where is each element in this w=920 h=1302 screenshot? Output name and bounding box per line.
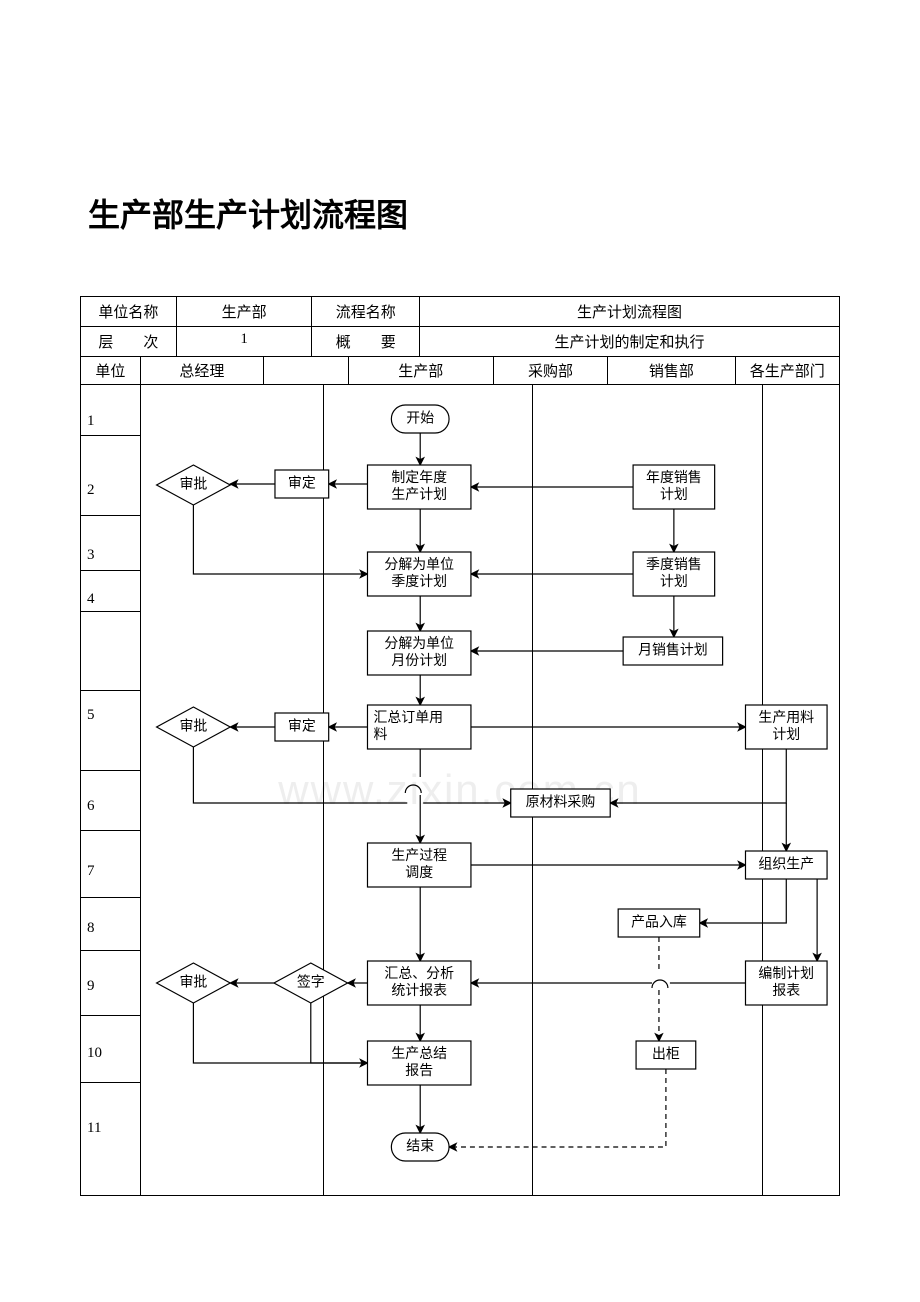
row-divider	[81, 770, 140, 771]
lane-header: 生产部	[349, 357, 494, 384]
row-label: 1	[87, 413, 95, 430]
row-divider	[81, 897, 140, 898]
row-divider	[81, 515, 140, 516]
header-cell: 流程名称	[312, 297, 420, 326]
header-cell: 单位名称	[81, 297, 177, 326]
row-divider	[81, 1082, 140, 1083]
node-label: 生产过程	[391, 848, 447, 864]
lane-headers: 单位总经理 生产部采购部销售部各生产部门	[81, 357, 839, 385]
node-label: 统计报表	[391, 983, 447, 999]
lane-header: 采购部	[494, 357, 608, 384]
node-label: 报告	[405, 1063, 433, 1079]
header-cell: 1	[177, 327, 313, 356]
lane-header: 各生产部门	[736, 357, 839, 384]
node-label: 汇总订单用	[373, 710, 443, 726]
node-start: 开始	[391, 405, 449, 433]
lane-header: 销售部	[608, 357, 735, 384]
row-divider	[81, 950, 140, 951]
row-label: 9	[87, 978, 95, 995]
swimlane-body: www.zixin.com.cn 1234567891011开始制定年度生产计划…	[81, 385, 839, 1195]
node-label: 生产总结	[391, 1046, 447, 1062]
node-label: 季度计划	[391, 574, 447, 590]
node-label: 开始	[406, 410, 434, 426]
header-rows: 单位名称生产部流程名称生产计划流程图层 次1概 要生产计划的制定和执行	[81, 297, 839, 357]
node-label: 生产用料	[758, 710, 814, 726]
flowchart-container: 单位名称生产部流程名称生产计划流程图层 次1概 要生产计划的制定和执行 单位总经…	[80, 296, 840, 1196]
header-cell: 概 要	[312, 327, 420, 356]
header-cell: 层 次	[81, 327, 177, 356]
row-label: 8	[87, 920, 95, 937]
row-label: 3	[87, 547, 95, 564]
lane	[909, 385, 920, 1195]
row-label: 7	[87, 863, 95, 880]
row-divider	[81, 830, 140, 831]
header-cell: 生产计划的制定和执行	[420, 327, 839, 356]
node-label: 组织生产	[758, 856, 814, 872]
node-label: 报表	[772, 983, 800, 999]
node-label: 料	[373, 727, 387, 743]
node-label: 制定年度	[391, 470, 447, 486]
node-label: 月份计划	[391, 653, 447, 669]
node-label: 生产计划	[391, 487, 447, 503]
row-label: 4	[87, 591, 95, 608]
lane: 1 2 3 4 5 6 7 8 9 10 11	[81, 385, 141, 1195]
node-label: 调度	[405, 865, 433, 881]
row-label: 5	[87, 707, 95, 724]
header-cell: 生产部	[177, 297, 313, 326]
node-label: 计划	[772, 727, 800, 743]
lane	[618, 385, 763, 1195]
row-label: 10	[87, 1045, 102, 1062]
row-label: 11	[87, 1120, 101, 1137]
lane	[448, 385, 533, 1195]
lane-header: 单位	[81, 357, 141, 384]
row-divider	[81, 690, 140, 691]
row-divider	[81, 1015, 140, 1016]
row-divider	[81, 570, 140, 571]
page-title: 生产部生产计划流程图	[88, 190, 920, 236]
row-label: 2	[87, 482, 95, 499]
node-label: 结束	[406, 1138, 434, 1154]
row-divider	[81, 435, 140, 436]
header-row: 层 次1概 要生产计划的制定和执行	[81, 327, 839, 357]
lane	[201, 385, 324, 1195]
row-label: 6	[87, 798, 95, 815]
node-label: 分解为单位	[384, 557, 454, 573]
header-cell: 生产计划流程图	[420, 297, 839, 326]
lane-header: 总经理	[141, 357, 264, 384]
node-label: 原材料采购	[526, 794, 596, 810]
node-label: 编制计划	[758, 966, 814, 982]
row-divider	[81, 611, 140, 612]
node-label: 分解为单位	[384, 636, 454, 652]
node-label: 汇总、分析	[384, 966, 454, 982]
node-end: 结束	[391, 1133, 449, 1161]
node-bridge6	[405, 785, 421, 793]
header-row: 单位名称生产部流程名称生产计划流程图	[81, 297, 839, 327]
lane-header	[264, 357, 349, 384]
